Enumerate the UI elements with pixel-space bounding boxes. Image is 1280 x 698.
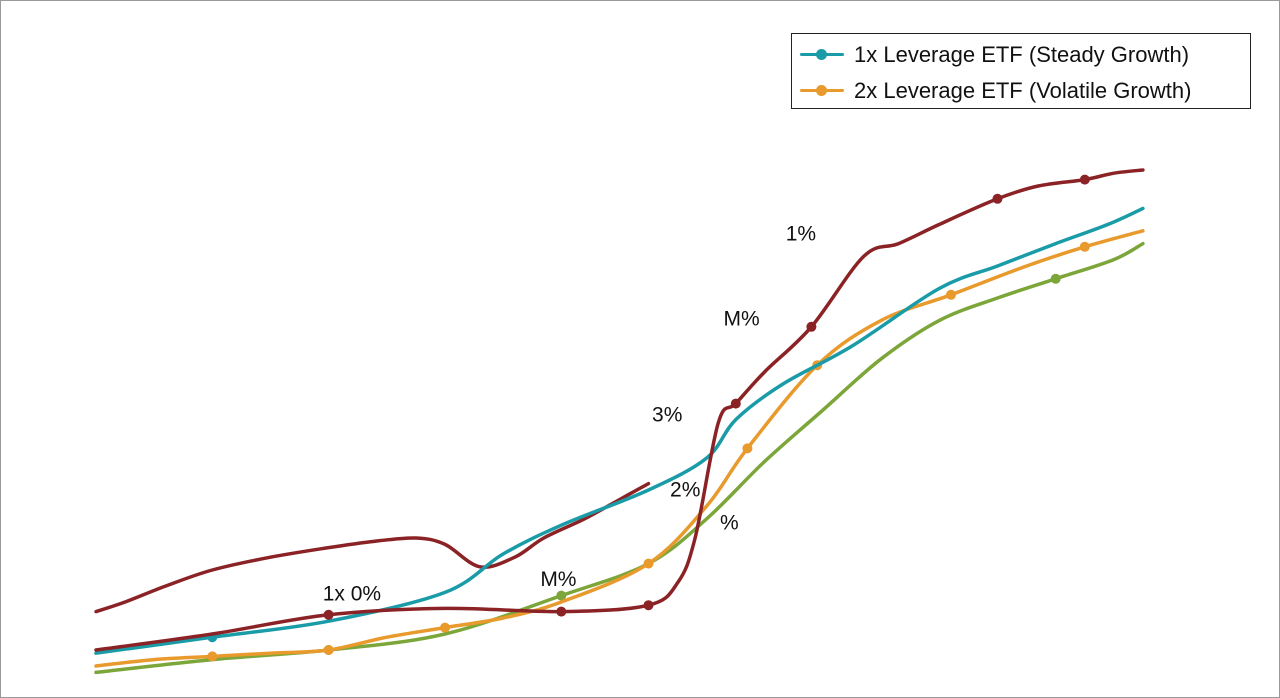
data-label-5: 2% xyxy=(670,478,700,501)
data-point-green-12 xyxy=(1050,273,1061,284)
data-point-dark-red-lower-11 xyxy=(806,321,817,332)
legend-item-2x-etf: 2x Leverage ETF (Volatile Growth) xyxy=(792,73,1250,109)
data-point-orange-6 xyxy=(440,622,450,633)
data-label-0: 1x 0% xyxy=(323,583,381,606)
data-point-orange-16 xyxy=(1079,241,1090,252)
legend-marker-orange xyxy=(816,85,827,96)
series-line-orange xyxy=(94,229,1145,668)
data-point-dark-red-lower-2 xyxy=(323,609,334,620)
series-line-dark-red-upper xyxy=(94,481,651,614)
legend-marker-teal xyxy=(816,49,827,60)
legend-swatch-teal xyxy=(798,37,846,73)
series-line-teal xyxy=(94,206,1145,655)
data-point-dark-red-lower-4 xyxy=(556,606,567,617)
data-point-orange-2 xyxy=(207,651,218,662)
data-point-orange-9 xyxy=(643,558,654,569)
legend-label-2x-etf: 2x Leverage ETF (Volatile Growth) xyxy=(854,78,1192,103)
legend-swatch-orange xyxy=(798,73,846,109)
data-point-orange-14 xyxy=(946,289,956,300)
data-point-orange-4 xyxy=(323,645,334,655)
data-label-6: % xyxy=(720,512,739,535)
data-point-dark-red-lower-5 xyxy=(643,600,654,611)
data-label-1: M% xyxy=(540,568,576,591)
data-label-4: 1% xyxy=(786,222,816,245)
data-point-dark-red-lower-17 xyxy=(1079,174,1090,185)
data-label-2: 3% xyxy=(652,404,682,427)
data-point-orange-11 xyxy=(742,443,753,454)
legend-item-1x-etf: 1x Leverage ETF (Steady Growth) xyxy=(792,37,1250,73)
legend-label-1x-etf: 1x Leverage ETF (Steady Growth) xyxy=(854,42,1190,67)
legend: 1x Leverage ETF (Steady Growth) 2x Lever… xyxy=(791,33,1251,109)
data-point-green-4 xyxy=(556,590,567,601)
data-point-dark-red-lower-15 xyxy=(992,193,1003,204)
data-point-dark-red-lower-9 xyxy=(730,398,741,409)
data-label-3: M% xyxy=(724,308,760,331)
